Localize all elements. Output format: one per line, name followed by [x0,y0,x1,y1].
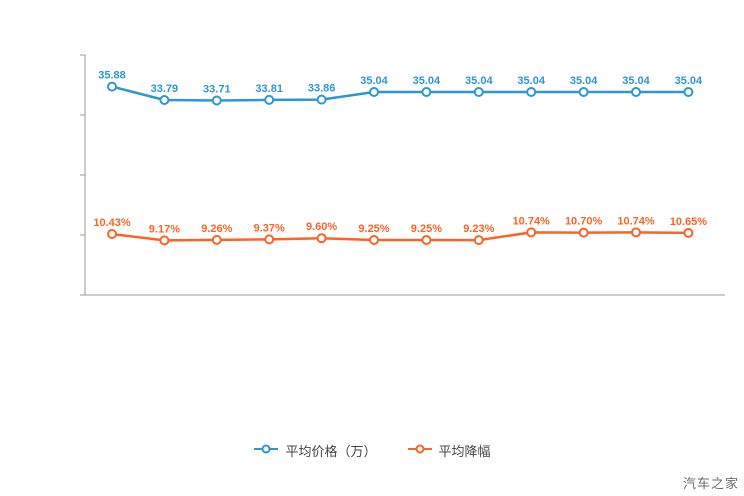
legend-item-average-price[interactable]: 平均价格（万） [253,442,377,460]
data-point[interactable] [159,235,170,246]
data-label: 33.86 [308,83,336,95]
legend-circle [415,444,424,454]
data-point[interactable] [107,81,117,92]
data-point[interactable] [107,229,117,239]
data-label: 10.70% [565,216,603,228]
legend-label-average-price: 平均价格（万） [285,443,377,459]
legend-label-average-discount: 平均降幅 [438,443,491,459]
chart-legend: 平均价格（万） 平均降幅 [0,442,744,460]
data-point[interactable] [421,235,432,245]
data-label: 33.71 [203,84,231,96]
data-label: 35.04 [413,75,441,87]
data-point[interactable] [316,94,327,105]
legend-item-average-discount[interactable]: 平均降幅 [407,442,491,460]
data-point[interactable] [369,87,379,97]
data-label: 9.26% [201,223,232,235]
data-label: 9.25% [358,223,389,235]
legend-marker-discount-icon [407,442,433,460]
data-point[interactable] [631,227,641,238]
data-label: 35.04 [675,75,703,87]
data-point[interactable] [683,87,694,97]
data-label: 35.88 [98,70,126,82]
data-label: 35.04 [570,75,598,87]
data-point[interactable] [421,87,432,97]
data-label: 9.37% [254,222,285,234]
data-point[interactable] [631,87,641,97]
data-label: 10.43% [93,217,131,229]
data-label: 9.25% [411,223,442,235]
data-point[interactable] [526,227,537,238]
data-point[interactable] [264,94,275,105]
data-point[interactable] [316,233,327,244]
data-point[interactable] [578,87,589,97]
data-label: 35.04 [360,75,388,87]
data-point[interactable] [211,234,222,245]
data-point[interactable] [578,227,589,238]
data-label: 35.04 [622,75,650,87]
data-label: 9.23% [463,223,494,235]
series-line-discount [110,231,690,242]
legend-marker-price-icon [253,442,279,460]
data-label: 9.60% [306,221,337,233]
series-line-price [110,85,690,102]
data-label: 35.04 [465,75,493,87]
data-point[interactable] [211,95,222,106]
data-point[interactable] [473,235,484,246]
data-label: 9.17% [149,223,180,235]
data-label: 35.04 [517,75,545,87]
data-point[interactable] [264,234,275,245]
data-label: 10.74% [617,215,655,227]
data-label: 10.65% [670,216,708,228]
data-point[interactable] [473,87,484,97]
data-point[interactable] [683,227,694,238]
data-label: 10.74% [513,215,551,227]
data-point[interactable] [369,235,379,245]
data-label: 33.81 [255,83,283,95]
legend-circle [261,444,271,454]
watermark-autohome: 汽车之家 [682,476,739,491]
data-point[interactable] [526,87,537,97]
data-point[interactable] [159,95,170,105]
data-label: 33.79 [151,83,179,95]
